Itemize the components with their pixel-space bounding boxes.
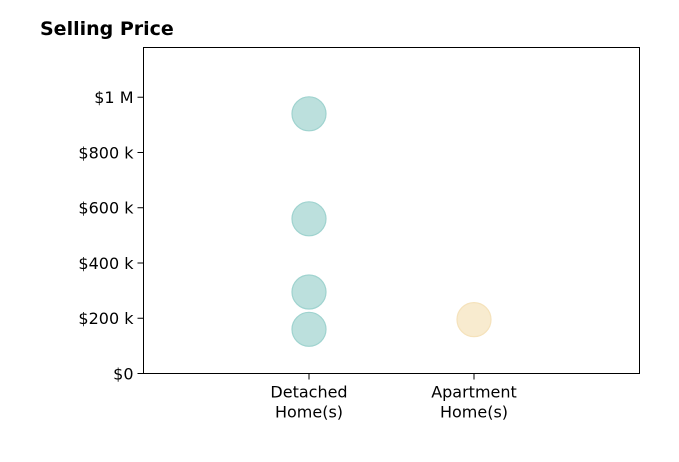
y-tick-label: $200 k <box>78 309 134 328</box>
y-axis: $0 $200 k $400 k $600 k $800 k $1 M <box>78 88 144 384</box>
x-tick-label: Apartment <box>431 383 517 402</box>
data-points <box>291 96 492 347</box>
price-point <box>456 302 492 338</box>
x-tick-label: Home(s) <box>275 403 343 422</box>
price-point <box>291 311 327 347</box>
price-point <box>291 201 327 237</box>
x-tick-label: Detached <box>270 383 347 402</box>
chart-title: Selling Price <box>40 18 174 40</box>
price-point <box>291 274 327 310</box>
y-tick-label: $1 M <box>94 88 133 107</box>
plot-area <box>143 47 640 374</box>
y-tick-label: $0 <box>113 365 133 384</box>
x-tick-label: Home(s) <box>440 403 508 422</box>
y-tick-label: $800 k <box>78 143 134 162</box>
y-tick-label: $400 k <box>78 254 134 273</box>
y-tick-label: $600 k <box>78 199 134 218</box>
price-point <box>291 96 327 132</box>
